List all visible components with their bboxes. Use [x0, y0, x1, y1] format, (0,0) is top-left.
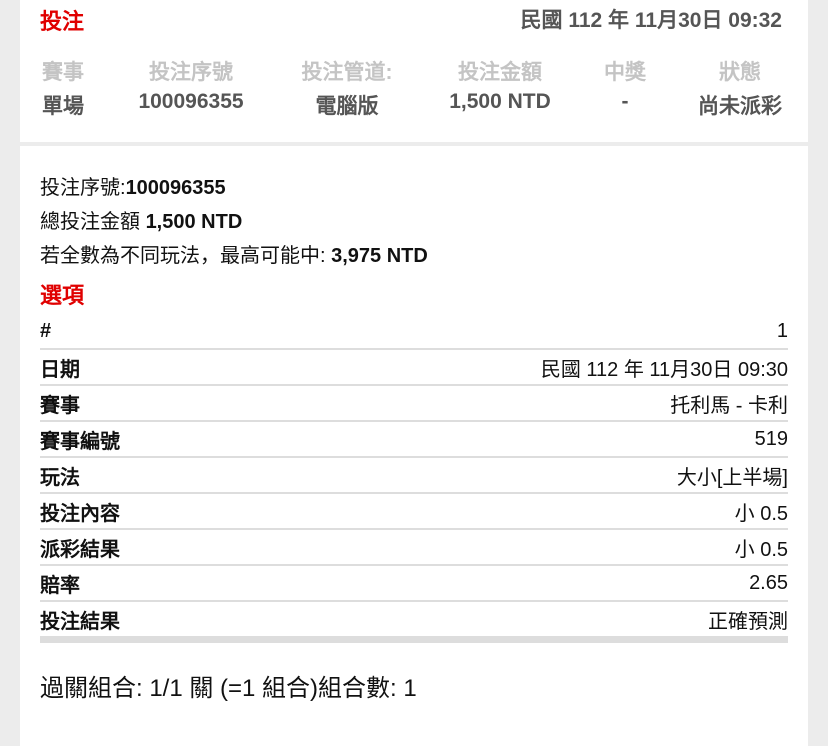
- row-key: 賽事編號: [40, 430, 120, 453]
- total-value: 1,500 NTD: [145, 211, 243, 233]
- table-row: 賽事編號 519: [40, 422, 788, 458]
- table-row: 派彩結果 小 0.5: [40, 530, 788, 566]
- row-key: 賠率: [40, 574, 80, 597]
- row-value: 519: [754, 427, 788, 450]
- col-value: 尚未派彩: [698, 95, 782, 118]
- row-value: 小 0.5: [734, 538, 788, 561]
- table-row: #1: [40, 314, 788, 350]
- parlay-combination: 過關組合: 1/1 關 (=1 組合)組合數: 1: [40, 675, 417, 702]
- row-value: 大小[上半場]: [676, 466, 788, 489]
- max-win-label: 若全數為不同玩法，最高可能中:: [40, 245, 332, 267]
- options-title: 選項: [40, 283, 85, 308]
- col-value: -: [621, 90, 629, 113]
- row-value: 托利馬 - 卡利: [670, 394, 788, 417]
- row-key: 派彩結果: [40, 538, 120, 561]
- col-label: 中獎: [604, 61, 646, 84]
- table-row: 玩法 大小[上半場]: [40, 458, 788, 494]
- col-value: 電腦版: [315, 95, 379, 118]
- table-row: 投注結果 正確預測: [40, 602, 788, 643]
- options-table: #1 日期 民國 112 年 11月30日 09:30 賽事 托利馬 - 卡利 賽事…: [40, 314, 788, 643]
- row-key: 賽事: [40, 394, 80, 417]
- row-key: 日期: [40, 358, 80, 381]
- table-row: 賠率 2.65: [40, 566, 788, 602]
- row-value: 民國 112 年 11月30日 09:30: [540, 358, 788, 381]
- col-label: 投注管道:: [301, 61, 393, 84]
- table-row: 賽事 托利馬 - 卡利: [40, 386, 788, 422]
- row-value: 1: [776, 319, 788, 342]
- bet-detail-card: 投注序號:100096355 總投注金額 1,500 NTD 若全數為不同玩法，…: [20, 146, 808, 746]
- col-label: 投注序號: [149, 61, 233, 84]
- col-label: 賽事: [42, 61, 84, 84]
- serial-value: 100096355: [125, 177, 226, 199]
- row-value: 正確預測: [708, 610, 788, 633]
- row-key: 投注內容: [40, 502, 120, 525]
- serial-label: 投注序號:: [40, 177, 126, 199]
- row-value: 2.65: [749, 571, 788, 594]
- serial-line: 投注序號:100096355: [40, 171, 226, 200]
- total-line: 總投注金額 1,500 NTD: [40, 205, 242, 234]
- col-label: 狀態: [719, 61, 761, 84]
- row-key: 玩法: [40, 466, 80, 489]
- table-row: 日期 民國 112 年 11月30日 09:30: [40, 350, 788, 386]
- col-value: 單場: [42, 95, 84, 118]
- col-value: 100096355: [138, 90, 244, 113]
- max-win-line: 若全數為不同玩法，最高可能中: 3,975 NTD: [40, 239, 428, 268]
- total-label: 總投注金額: [40, 211, 146, 233]
- col-value: 1,500 NTD: [449, 90, 551, 113]
- row-value: 小 0.5: [734, 502, 788, 525]
- row-key: #: [40, 319, 52, 342]
- col-label: 投注金額: [458, 61, 542, 84]
- bet-datetime: 民國 112 年 11月30日 09:32: [520, 9, 783, 32]
- max-win-value: 3,975 NTD: [331, 245, 428, 267]
- row-key: 投注結果: [40, 610, 120, 633]
- bet-summary-card: 投注 民國 112 年 11月30日 09:32 賽事單場 投注序號 100096…: [20, 0, 808, 142]
- table-row: 投注內容 小 0.5: [40, 494, 788, 530]
- section-title: 投注: [40, 9, 85, 34]
